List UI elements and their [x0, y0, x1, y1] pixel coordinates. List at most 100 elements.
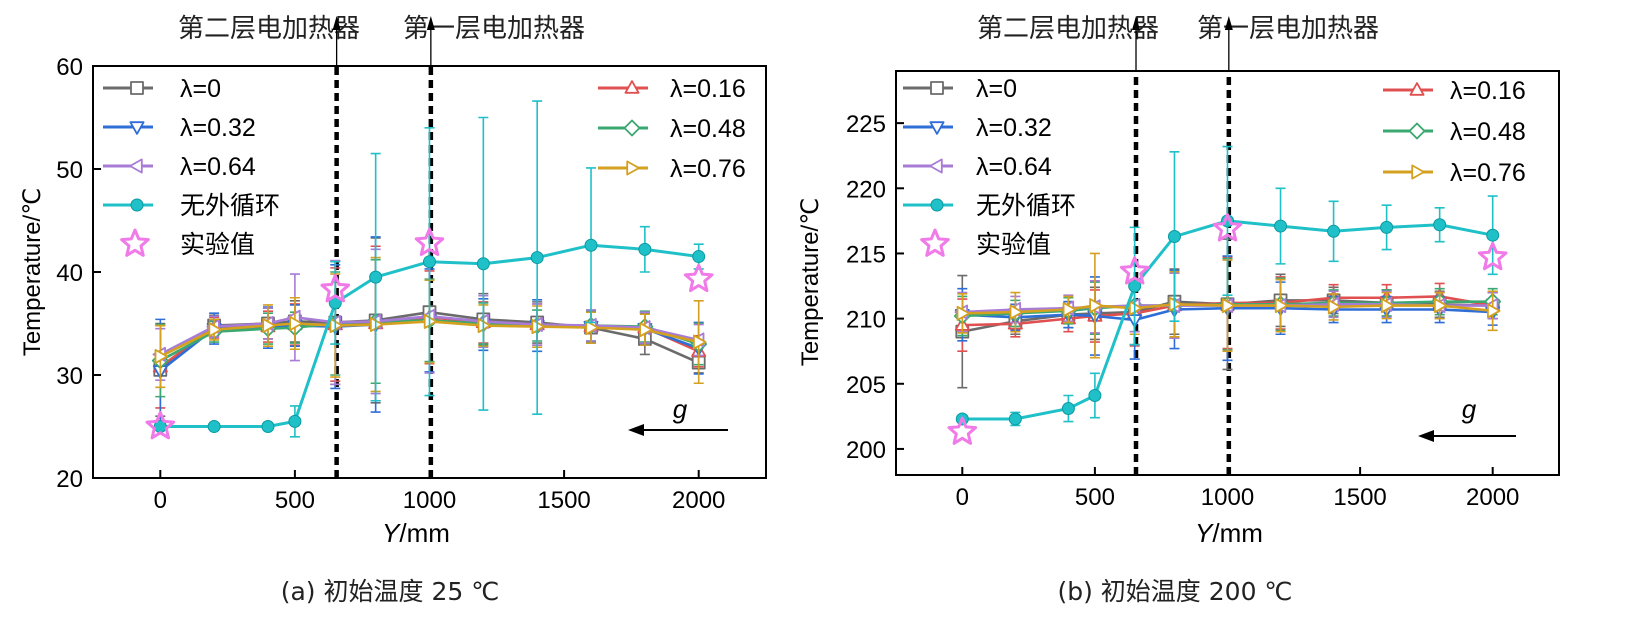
legend-marker — [1408, 122, 1426, 140]
legend-marker — [624, 80, 640, 94]
data-point — [477, 318, 492, 334]
plot-content-a — [145, 66, 714, 478]
data-point — [414, 227, 445, 256]
heater-label-second-b: 第二层电加热器 — [977, 13, 1159, 43]
y-tick-label-b: 225 — [846, 111, 886, 138]
legend-entry: λ=0.16 — [1383, 77, 1526, 105]
y-tick-label-a: 40 — [56, 260, 83, 287]
legend-marker — [1409, 82, 1425, 96]
legend-marker — [129, 121, 145, 135]
legend-marker — [130, 81, 144, 95]
data-point — [1088, 389, 1102, 403]
y-tick-label-b: 220 — [846, 176, 886, 203]
x-axis-label-a: Y/mm — [382, 518, 450, 548]
y-axis-label-a: Temperature/℃ — [19, 188, 46, 356]
x-tick-label-b: 500 — [1075, 484, 1115, 511]
legend-entry: λ=0 — [903, 75, 1017, 103]
x-axis-var-b: Y — [1195, 518, 1214, 548]
series-6-a — [153, 100, 706, 438]
data-point — [530, 251, 544, 265]
data-point — [1062, 301, 1077, 317]
series-line — [160, 243, 699, 428]
data-point — [208, 322, 222, 338]
x-tick-label-b: 0 — [956, 484, 969, 511]
legend-marker — [130, 198, 144, 212]
legend-label: 无外循环 — [976, 192, 1076, 220]
plot-content-b — [947, 71, 1508, 475]
data-point — [1486, 228, 1500, 242]
data-point — [585, 320, 599, 336]
legend-entry: λ=0.64 — [903, 153, 1052, 181]
y-tick-label-a: 50 — [56, 157, 83, 184]
legend-marker — [920, 228, 950, 257]
series-line — [159, 314, 699, 356]
x-tick-label-a: 0 — [154, 487, 167, 514]
data-point — [693, 334, 707, 350]
data-point — [369, 317, 384, 333]
legend-label: 实验值 — [976, 231, 1051, 259]
data-point — [1089, 298, 1103, 314]
x-axis-label-b: Y/mm — [1195, 518, 1263, 548]
legend-marker — [929, 121, 945, 135]
series-line — [962, 302, 1493, 315]
data-point — [476, 257, 490, 271]
data-point — [1327, 299, 1342, 315]
data-point — [1477, 241, 1508, 271]
legend-marker — [120, 228, 150, 257]
legend-entry: λ=0.76 — [598, 155, 746, 183]
data-point — [320, 274, 351, 303]
legend-label: λ=0.32 — [180, 114, 256, 142]
x-tick-label-b: 1000 — [1201, 484, 1254, 511]
legend-marker — [930, 81, 944, 95]
data-point — [1433, 298, 1448, 314]
data-point — [1380, 298, 1395, 314]
heater-arrowhead-2-b — [1224, 16, 1233, 30]
series-6-b — [955, 145, 1500, 427]
legend-entry: λ=0.32 — [103, 114, 256, 142]
data-point — [261, 420, 275, 433]
legend-entry: λ=0.76 — [1383, 159, 1526, 187]
legend-entry: 实验值 — [920, 228, 1051, 259]
gravity-label-a: g — [673, 394, 688, 424]
x-tick-label-a: 500 — [275, 487, 315, 514]
legend-label: λ=0 — [976, 75, 1017, 103]
y-tick-label-a: 20 — [56, 466, 83, 493]
series-5-b — [956, 252, 1501, 359]
x-axis-unit-b: /mm — [1212, 518, 1263, 548]
data-point — [289, 316, 303, 331]
legend-marker — [129, 158, 143, 174]
y-tick-label-b: 205 — [846, 372, 886, 399]
y-axis-label-b: Temperature/℃ — [797, 198, 824, 366]
data-point — [1274, 298, 1289, 314]
data-point — [584, 238, 598, 252]
x-tick-label-b: 1500 — [1333, 484, 1386, 511]
legend-marker — [929, 158, 943, 174]
data-point — [207, 420, 221, 433]
data-point — [531, 319, 545, 335]
gravity-arrowhead-b — [1418, 430, 1434, 442]
gravity-arrowhead-a — [628, 424, 644, 436]
heater-label-first-b: 第一层电加热器 — [1197, 13, 1379, 43]
legend-marker — [1411, 164, 1425, 180]
series-7-b — [947, 213, 1508, 445]
data-point — [1212, 213, 1243, 242]
legend-entry: λ=0.32 — [903, 114, 1052, 142]
legend-label: 实验值 — [180, 231, 255, 259]
legend-label: λ=0.16 — [670, 75, 746, 103]
legend-entry: 无外循环 — [103, 192, 280, 220]
x-axis-var-a: Y — [382, 518, 401, 548]
legend-entry: 实验值 — [120, 228, 255, 259]
series-line — [962, 306, 1493, 322]
data-point — [956, 305, 971, 321]
legend-label: λ=0.16 — [1450, 77, 1526, 105]
y-tick-label-b: 215 — [846, 241, 886, 268]
x-tick-label-b: 2000 — [1466, 484, 1519, 511]
data-point — [1168, 296, 1183, 312]
legend-entry: λ=0 — [103, 75, 221, 103]
legend-label: λ=0.48 — [670, 115, 746, 143]
legend-label: λ=0.76 — [670, 155, 746, 183]
heater-label-second-a: 第二层电加热器 — [178, 13, 360, 43]
data-point — [1008, 412, 1022, 426]
caption-b: (b) 初始温度 200 ℃ — [1057, 577, 1292, 606]
